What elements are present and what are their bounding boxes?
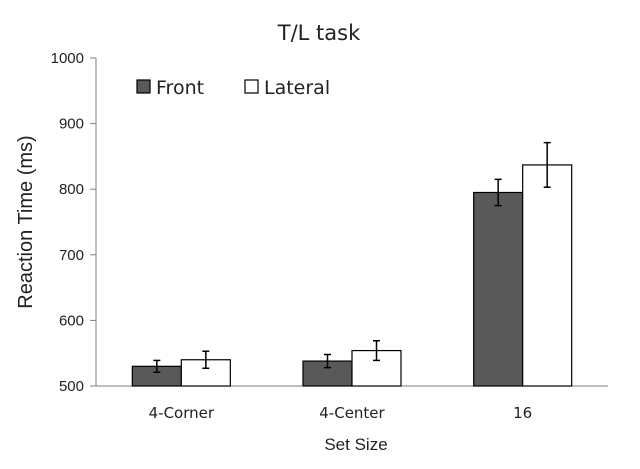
y-tick-label: 500 (59, 378, 84, 395)
bar (473, 191, 524, 387)
y-tick-label: 800 (59, 181, 84, 198)
y-axis: 500 600 700 800 900 1000 (51, 50, 97, 395)
chart-title: T/L task (277, 21, 361, 45)
legend-label: Lateral (264, 77, 330, 99)
y-tick-label: 900 (59, 116, 84, 133)
y-tick-label: 1000 (51, 50, 84, 67)
y-tick-label: 700 (59, 247, 84, 264)
x-axis-title: Set Size (324, 435, 387, 454)
legend-swatch (136, 79, 151, 94)
y-axis-title: Reaction Time (ms) (15, 135, 37, 308)
x-tick-label: 4-Corner (149, 404, 215, 422)
bar (522, 164, 573, 387)
legend-label: Front (156, 77, 204, 99)
x-tick-label: 4-Center (319, 404, 385, 422)
y-tick-label: 600 (59, 312, 84, 329)
legend: Front Lateral (136, 77, 330, 99)
bars-group (131, 141, 573, 387)
x-axis: 4-Corner 4-Center 16 (96, 385, 608, 422)
x-tick-label: 16 (513, 404, 532, 422)
legend-swatch (244, 79, 259, 94)
